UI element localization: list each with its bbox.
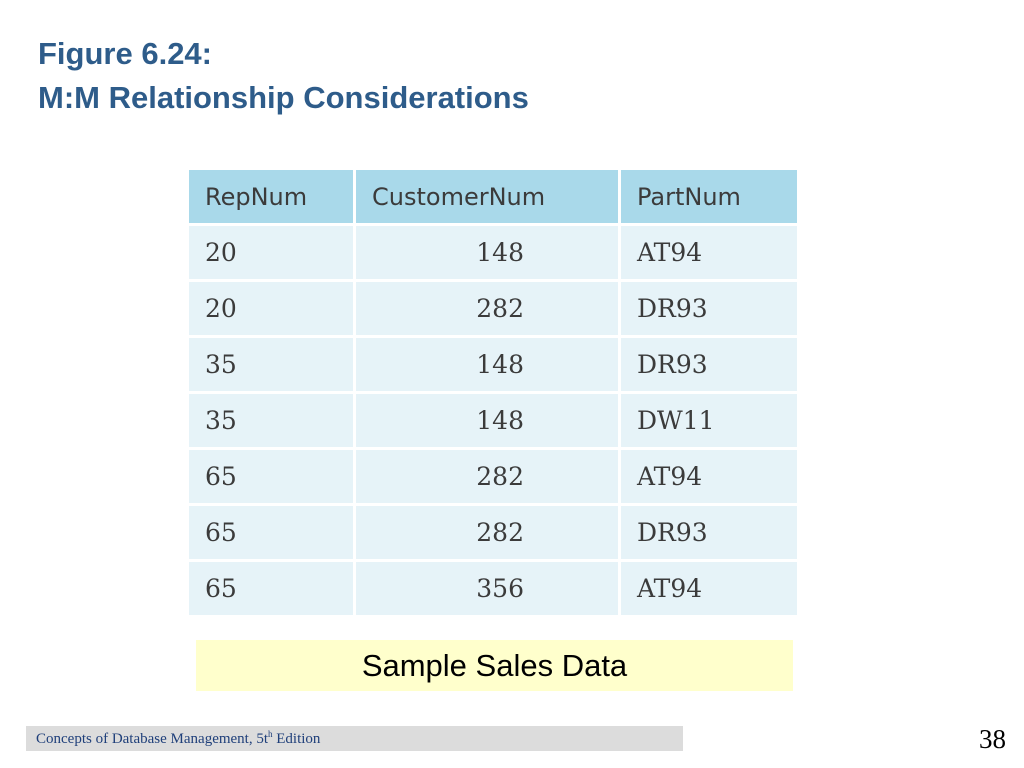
page-number: 38 xyxy=(979,724,1006,754)
header-partnum: PartNum xyxy=(621,170,797,223)
cell-customernum: 148 xyxy=(356,226,618,279)
cell-customernum: 356 xyxy=(356,562,618,615)
table-row: 20 148 AT94 xyxy=(189,226,797,279)
footer-bar: Concepts of Database Management, 5th Edi… xyxy=(26,726,683,751)
cell-partnum: AT94 xyxy=(621,226,797,279)
cell-repnum: 65 xyxy=(189,506,353,559)
title-line-1: Figure 6.24: xyxy=(38,36,212,71)
cell-customernum: 282 xyxy=(356,506,618,559)
table-row: 65 282 AT94 xyxy=(189,450,797,503)
header-customernum: CustomerNum xyxy=(356,170,618,223)
table-row: 35 148 DR93 xyxy=(189,338,797,391)
table-row: 20 282 DR93 xyxy=(189,282,797,335)
cell-customernum: 282 xyxy=(356,450,618,503)
header-repnum: RepNum xyxy=(189,170,353,223)
caption-box: Sample Sales Data xyxy=(196,640,793,691)
cell-repnum: 65 xyxy=(189,450,353,503)
footer-text: Concepts of Database Management, 5th Edi… xyxy=(36,729,320,748)
caption-text: Sample Sales Data xyxy=(361,647,628,683)
cell-partnum: DW11 xyxy=(621,394,797,447)
cell-partnum: DR93 xyxy=(621,338,797,391)
cell-customernum: 148 xyxy=(356,338,618,391)
cell-repnum: 20 xyxy=(189,282,353,335)
table-row: 35 148 DW11 xyxy=(189,394,797,447)
cell-customernum: 282 xyxy=(356,282,618,335)
cell-partnum: AT94 xyxy=(621,562,797,615)
cell-partnum: DR93 xyxy=(621,282,797,335)
sales-data-table: RepNum CustomerNum PartNum 20 148 AT94 2… xyxy=(186,167,800,618)
slide-title: Figure 6.24: M:M Relationship Considerat… xyxy=(38,32,529,120)
cell-repnum: 35 xyxy=(189,338,353,391)
cell-repnum: 20 xyxy=(189,226,353,279)
footer-text-main: Concepts of Database Management, 5t xyxy=(36,731,269,747)
cell-partnum: DR93 xyxy=(621,506,797,559)
cell-repnum: 65 xyxy=(189,562,353,615)
title-line-2: M:M Relationship Considerations xyxy=(38,80,529,115)
table-header-row: RepNum CustomerNum PartNum xyxy=(189,170,797,223)
footer-superscript: h xyxy=(268,729,273,739)
cell-partnum: AT94 xyxy=(621,450,797,503)
footer-text-edition: Edition xyxy=(272,731,321,747)
cell-customernum: 148 xyxy=(356,394,618,447)
table-row: 65 282 DR93 xyxy=(189,506,797,559)
cell-repnum: 35 xyxy=(189,394,353,447)
table-row: 65 356 AT94 xyxy=(189,562,797,615)
